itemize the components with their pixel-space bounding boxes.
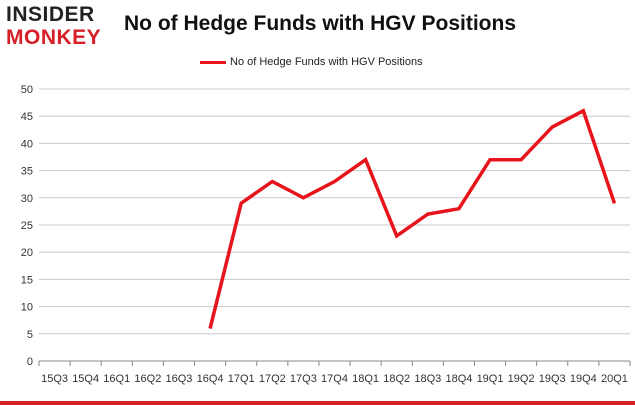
x-tick-label: 18Q4 — [445, 373, 472, 385]
x-tick-label: 18Q2 — [383, 373, 410, 385]
x-tick-label: 15Q3 — [41, 373, 68, 385]
y-tick-label: 30 — [21, 193, 33, 205]
data-point — [458, 208, 460, 210]
chart-title: No of Hedge Funds with HGV Positions — [124, 12, 516, 35]
data-point — [240, 202, 242, 204]
x-tick-label: 20Q1 — [601, 373, 628, 385]
legend-label: No of Hedge Funds with HGV Positions — [230, 56, 423, 68]
series-line — [208, 108, 617, 329]
x-tick-label: 17Q1 — [228, 373, 255, 385]
y-tick-label: 10 — [21, 302, 33, 314]
x-tick-label: 19Q2 — [508, 373, 535, 385]
y-tick-label: 45 — [21, 111, 33, 123]
data-point — [582, 110, 584, 112]
insider-monkey-logo: INSIDER MONKEY — [6, 4, 118, 50]
y-tick-label: 20 — [21, 247, 33, 259]
x-tick-label: 17Q2 — [259, 373, 286, 385]
x-tick-label: 19Q4 — [570, 373, 597, 385]
logo-line-2: MONKEY — [6, 26, 102, 49]
y-tick-label: 40 — [21, 138, 33, 150]
y-tick-label: 5 — [27, 329, 33, 341]
chart-legend: No of Hedge Funds with HGV Positions — [200, 54, 423, 70]
x-tick-label: 19Q3 — [539, 373, 566, 385]
data-point — [489, 159, 491, 161]
data-point — [302, 197, 304, 199]
data-point — [520, 159, 522, 161]
legend-swatch — [200, 60, 226, 64]
y-tick-label: 0 — [27, 356, 33, 368]
x-tick-label: 17Q3 — [290, 373, 317, 385]
x-tick-label: 17Q4 — [321, 373, 348, 385]
y-tick-label: 50 — [21, 84, 33, 96]
data-point — [365, 159, 367, 161]
data-point — [334, 180, 335, 182]
x-tick-label: 16Q3 — [166, 373, 193, 385]
x-tick-label: 19Q1 — [477, 373, 504, 385]
y-tick-label: 35 — [21, 166, 33, 178]
x-tick-label: 16Q2 — [134, 373, 161, 385]
data-point — [271, 180, 273, 182]
data-point — [396, 235, 398, 237]
y-tick-label: 25 — [21, 220, 33, 232]
data-point — [209, 327, 211, 329]
x-tick-label: 15Q4 — [72, 373, 99, 385]
data-point — [613, 202, 615, 204]
x-tick-label: 18Q1 — [352, 373, 379, 385]
logo-line-1: INSIDER — [6, 3, 95, 26]
y-tick-label: 15 — [21, 274, 33, 286]
data-point — [427, 213, 429, 215]
x-tick-label: 16Q1 — [103, 373, 130, 385]
x-tick-label: 18Q3 — [414, 373, 441, 385]
x-tick-label: 16Q4 — [197, 373, 224, 385]
data-point — [551, 126, 553, 128]
bottom-brand-rule — [0, 401, 635, 405]
